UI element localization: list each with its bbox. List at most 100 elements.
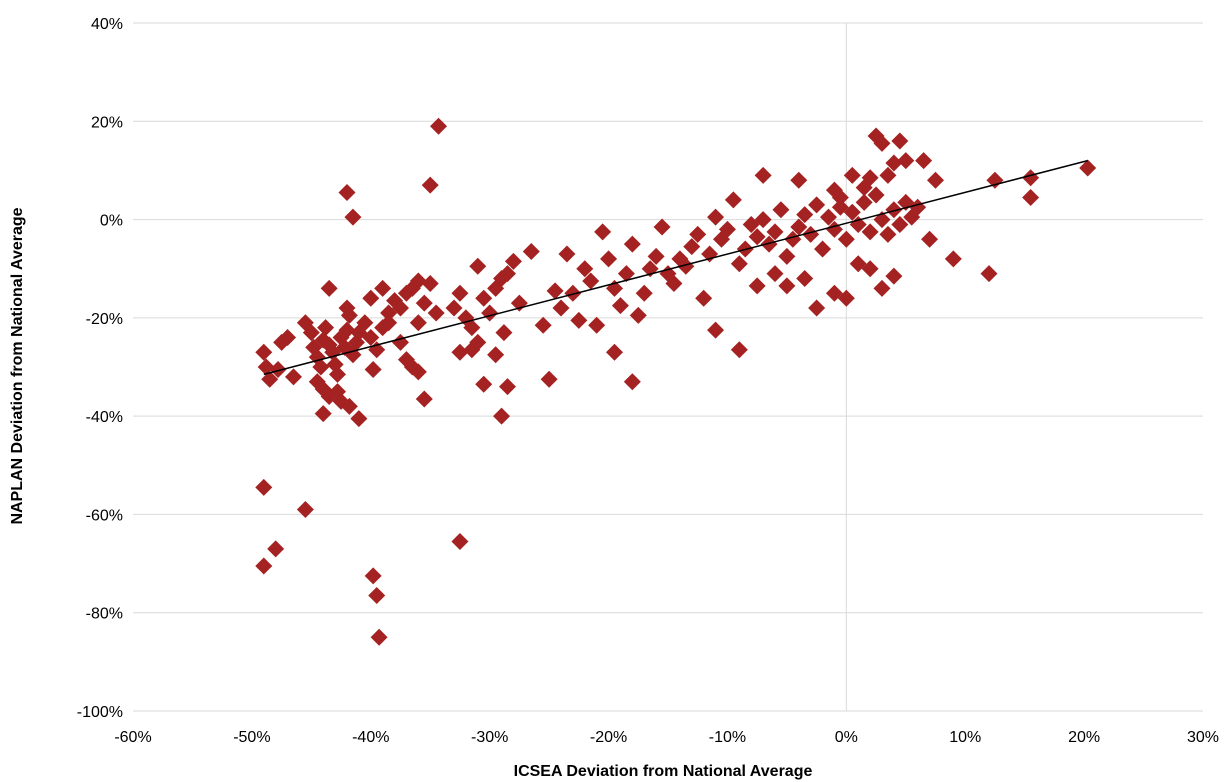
data-point [445, 299, 463, 317]
data-point [873, 279, 891, 297]
data-point [451, 532, 469, 550]
data-point [707, 321, 725, 339]
data-point [421, 176, 439, 194]
x-tick-label: -30% [471, 729, 508, 746]
data-points [255, 117, 1097, 646]
data-point [843, 203, 861, 221]
data-point [463, 341, 481, 359]
data-point [611, 297, 629, 315]
data-point [350, 410, 368, 428]
data-point [861, 223, 879, 241]
data-point [314, 405, 332, 423]
data-point [873, 134, 891, 152]
data-point [879, 225, 897, 243]
data-point [891, 132, 909, 150]
data-point [885, 154, 903, 172]
y-tick-label: -80% [86, 606, 123, 623]
data-point [707, 208, 725, 226]
x-tick-label: 20% [1068, 729, 1100, 746]
x-tick-label: 0% [835, 729, 858, 746]
data-point [392, 333, 409, 351]
data-point [927, 171, 944, 189]
data-point [362, 289, 380, 307]
data-point [570, 311, 588, 329]
data-point [380, 314, 398, 332]
data-point [1022, 188, 1040, 206]
data-point [499, 265, 516, 283]
data-point [1022, 169, 1040, 187]
y-tick-label: -40% [86, 409, 123, 426]
data-point [564, 284, 582, 302]
x-tick-label: -10% [709, 729, 746, 746]
data-point [415, 294, 433, 312]
data-point [475, 375, 493, 393]
data-point [409, 314, 427, 332]
data-point [796, 270, 814, 288]
data-point [499, 378, 516, 396]
data-point [534, 316, 552, 334]
data-point [724, 191, 742, 209]
y-tick-label: -100% [77, 704, 123, 721]
data-point [338, 299, 356, 317]
data-point [855, 193, 873, 211]
data-point [677, 257, 695, 275]
data-point [980, 265, 998, 283]
data-point [808, 299, 826, 317]
data-point [921, 230, 939, 248]
data-point [317, 319, 335, 337]
data-point [421, 274, 439, 292]
data-point [340, 397, 358, 415]
data-point [861, 260, 879, 278]
data-point [837, 230, 855, 248]
data-point [504, 252, 522, 270]
data-point [475, 289, 493, 307]
data-point [368, 587, 386, 605]
data-point [296, 501, 314, 519]
data-point [588, 316, 606, 334]
tick-labels: -100% -80% -60% -40% -20% 0% 20% 40% -60% -50% -40… [77, 16, 1219, 746]
data-point [784, 230, 802, 248]
data-point [837, 289, 855, 307]
data-point [944, 250, 962, 268]
data-point [879, 166, 897, 184]
data-point [683, 238, 701, 256]
data-point [415, 390, 433, 408]
data-point [409, 272, 427, 290]
data-point [796, 206, 814, 224]
data-point [255, 557, 273, 575]
data-point [885, 201, 903, 219]
gridlines [133, 22, 1203, 712]
data-point [409, 363, 427, 381]
y-tick-label: 20% [91, 114, 123, 131]
data-point [849, 215, 867, 233]
data-point [843, 166, 861, 184]
data-point [623, 373, 641, 391]
x-axis-title: ICSEA Deviation from National Average [514, 763, 813, 780]
data-point [362, 329, 380, 347]
data-point [1079, 159, 1097, 177]
data-point [312, 358, 330, 376]
data-point [760, 235, 778, 253]
data-point [582, 272, 600, 290]
data-point [267, 540, 285, 558]
data-point [820, 208, 837, 226]
y-tick-label: -60% [86, 507, 123, 524]
data-point [885, 267, 903, 285]
y-tick-label: 40% [91, 16, 123, 33]
y-tick-label: 0% [100, 213, 123, 230]
data-point [915, 152, 933, 170]
trendline-layer [263, 159, 1088, 376]
data-point [451, 284, 469, 302]
trendline [263, 159, 1088, 376]
data-point [623, 235, 641, 253]
data-point [730, 341, 748, 359]
data-point [558, 245, 576, 263]
data-point [255, 343, 273, 361]
data-point [546, 282, 564, 300]
data-point [356, 314, 374, 332]
x-tick-label: 10% [949, 729, 981, 746]
data-point [802, 225, 820, 243]
x-tick-label: -40% [352, 729, 389, 746]
data-point [754, 211, 772, 229]
